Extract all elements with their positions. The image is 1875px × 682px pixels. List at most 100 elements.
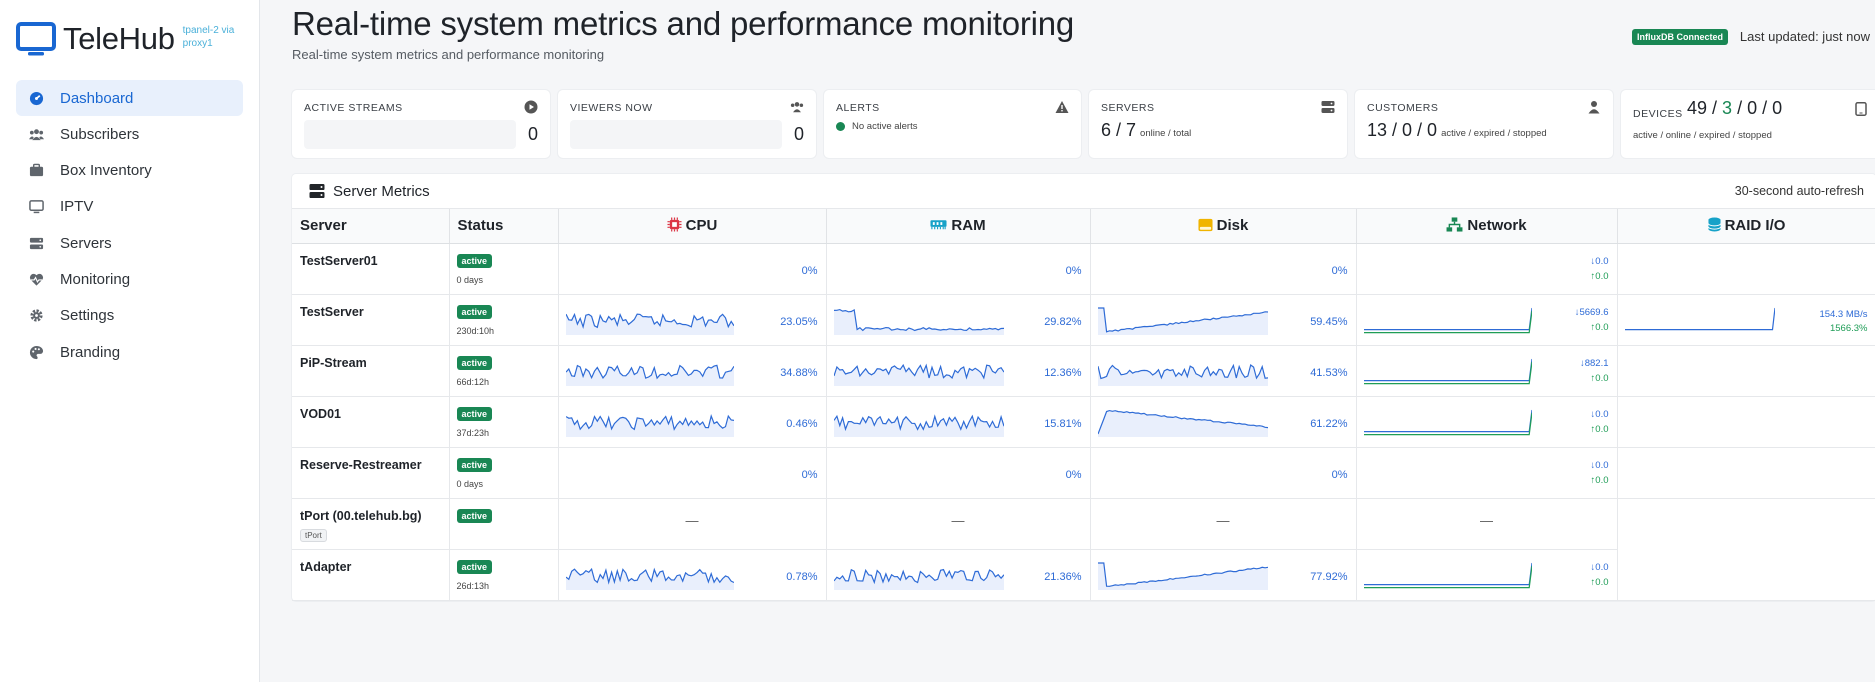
raid-cell: 154.3 MB/s 1566.3%	[1617, 294, 1875, 346]
server-metrics-table: Server Status CPU RAM Disk Network RAID …	[292, 209, 1875, 601]
cpu-cell: 0%	[558, 447, 827, 499]
network-upload: ↑0.0	[1590, 423, 1609, 435]
table-row[interactable]: TestServer01 active 0 days 0% 0% 0% ↓0.0 ↑0.0	[292, 243, 1875, 295]
col-header-disk[interactable]: Disk	[1090, 209, 1357, 244]
server-name[interactable]: TestServer	[300, 304, 364, 319]
memory-icon	[930, 220, 947, 230]
sidebar-item-iptv[interactable]: IPTV	[16, 189, 243, 225]
col-header-network[interactable]: Network	[1356, 209, 1618, 244]
disk-cell: —	[1090, 498, 1357, 550]
stat-card-devices[interactable]: DEVICES 49 / 3 / 0 / 0 active / online /…	[1621, 90, 1875, 158]
sidebar-item-label: Monitoring	[60, 270, 131, 288]
server-cell[interactable]: VOD01	[292, 396, 450, 448]
status-badge: active	[456, 457, 493, 472]
ram-cell: 15.81%	[826, 396, 1091, 448]
sidebar-item-settings[interactable]: Settings	[16, 298, 243, 334]
server-icon	[28, 235, 44, 251]
sidebar-item-dashboard[interactable]: Dashboard	[16, 80, 243, 116]
server-cell[interactable]: TestServer	[292, 294, 450, 346]
empty-value: —	[685, 512, 699, 528]
sparkline-line	[1363, 409, 1532, 432]
stat-card-alerts[interactable]: ALERTS No active alerts	[824, 90, 1081, 158]
stat-title: CUSTOMERS	[1367, 102, 1439, 114]
influxdb-status-badge: InfluxDB Connected	[1631, 29, 1728, 45]
table-row[interactable]: tPort (00.telehub.bg) tPort active — — — —	[292, 498, 1875, 550]
uptime-text: 66d:12h	[456, 376, 490, 387]
users-icon	[28, 126, 44, 142]
alert-status: No active alerts	[836, 121, 917, 132]
gear-icon	[28, 308, 44, 324]
status-badge: active	[456, 355, 493, 370]
stat-value: 49 / 3 / 0 / 0	[1687, 98, 1782, 119]
sidebar-item-subscribers[interactable]: Subscribers	[16, 116, 243, 152]
cpu-cell: 0.46%	[558, 396, 827, 448]
stat-value: 0	[527, 124, 538, 144]
sparkline-line	[565, 567, 734, 585]
stat-title: VIEWERS NOW	[570, 102, 653, 114]
server-cell[interactable]: tAdapter	[292, 549, 450, 601]
brand[interactable]: TeleHub tpanel-2 via proxy1	[0, 0, 259, 78]
server-name[interactable]: Reserve-Restreamer	[300, 457, 422, 472]
server-cell[interactable]: tPort (00.telehub.bg) tPort	[292, 498, 450, 550]
server-cell[interactable]: PiP-Stream	[292, 345, 450, 397]
separator: /	[1757, 98, 1773, 118]
disk-value: 0%	[1331, 264, 1348, 277]
network-upload: ↑0.0	[1590, 372, 1609, 384]
col-header-label: RAM	[951, 217, 986, 235]
stat-card-servers[interactable]: SERVERS 6 / 7 online / total	[1089, 90, 1347, 158]
server-name[interactable]: VOD01	[300, 406, 341, 421]
server-name[interactable]: TestServer01	[300, 253, 378, 268]
server-cell[interactable]: TestServer01	[292, 243, 450, 295]
col-header-ram[interactable]: RAM	[826, 209, 1091, 244]
status-cell: active 66d:12h	[449, 345, 559, 397]
sidebar-item-branding[interactable]: Branding	[16, 334, 243, 370]
sparkline-upload-chart	[1363, 412, 1532, 435]
server-icon	[1321, 100, 1335, 114]
sidebar-item-servers[interactable]: Servers	[16, 225, 243, 261]
server-name[interactable]: tAdapter	[300, 559, 352, 574]
server-cell[interactable]: Reserve-Restreamer	[292, 447, 450, 499]
col-header-raid[interactable]: RAID I/O	[1617, 209, 1875, 244]
cpu-cell: —	[558, 498, 827, 550]
server-name[interactable]: tPort (00.telehub.bg)	[300, 508, 422, 523]
cpu-value: 34.88%	[780, 366, 818, 379]
sparkline-chart	[1097, 306, 1268, 335]
col-header-server[interactable]: Server	[292, 209, 450, 244]
ram-cell: 0%	[826, 243, 1091, 295]
warning-icon	[1055, 100, 1069, 114]
devices-online: 3	[1722, 98, 1733, 118]
cpu-icon	[667, 217, 682, 232]
sparkline-line	[1363, 412, 1532, 435]
cpu-value: 0%	[801, 468, 818, 481]
col-header-status[interactable]: Status	[449, 209, 559, 244]
table-row[interactable]: VOD01 active 37d:23h 0.46% 15.81% 61.22% ↓0.0 ↑…	[292, 396, 1875, 448]
last-updated-text: Last updated: just now	[1739, 29, 1870, 44]
uptime-text: 26d:13h	[456, 580, 490, 591]
raid-cell	[1617, 345, 1875, 397]
network-download: ↓0.0	[1590, 459, 1609, 471]
raid-cell	[1617, 498, 1875, 549]
network-upload: ↑0.0	[1590, 576, 1609, 588]
network-upload: ↑0.0	[1590, 474, 1609, 486]
cpu-value: 23.05%	[780, 315, 818, 328]
table-row[interactable]: TestServer active 230d:10h 23.05% 29.82% 59.4…	[292, 294, 1875, 346]
cpu-value: 0%	[801, 264, 818, 277]
status-badge: active	[456, 304, 493, 319]
stat-note: active / expired / stopped	[1441, 128, 1547, 139]
network-download: ↓0.0	[1590, 561, 1609, 573]
sidebar-item-box-inventory[interactable]: Box Inventory	[16, 153, 243, 189]
sidebar-item-label: Dashboard	[60, 89, 134, 107]
network-download: ↓0.0	[1590, 255, 1609, 267]
stat-card-active-streams[interactable]: ACTIVE STREAMS 0	[292, 90, 550, 158]
status-dot	[836, 122, 845, 131]
stat-card-customers[interactable]: CUSTOMERS 13 / 0 / 0 active / expired / s…	[1355, 90, 1613, 158]
table-row[interactable]: PiP-Stream active 66d:12h 34.88% 12.36% 41.53…	[292, 345, 1875, 397]
stat-card-viewers-now[interactable]: VIEWERS NOW 0	[558, 90, 816, 158]
table-row[interactable]: tAdapter active 26d:13h 0.78% 21.36% 77.92% ↓0…	[292, 549, 1875, 601]
disk-cell: 61.22%	[1090, 396, 1357, 448]
sidebar-item-monitoring[interactable]: Monitoring	[16, 261, 243, 297]
table-row[interactable]: Reserve-Restreamer active 0 days 0% 0% 0% ↓0.0…	[292, 447, 1875, 499]
col-header-cpu[interactable]: CPU	[558, 209, 827, 244]
sidebar: TeleHub tpanel-2 via proxy1 Dashboard Su…	[0, 0, 260, 682]
server-name[interactable]: PiP-Stream	[300, 355, 367, 370]
